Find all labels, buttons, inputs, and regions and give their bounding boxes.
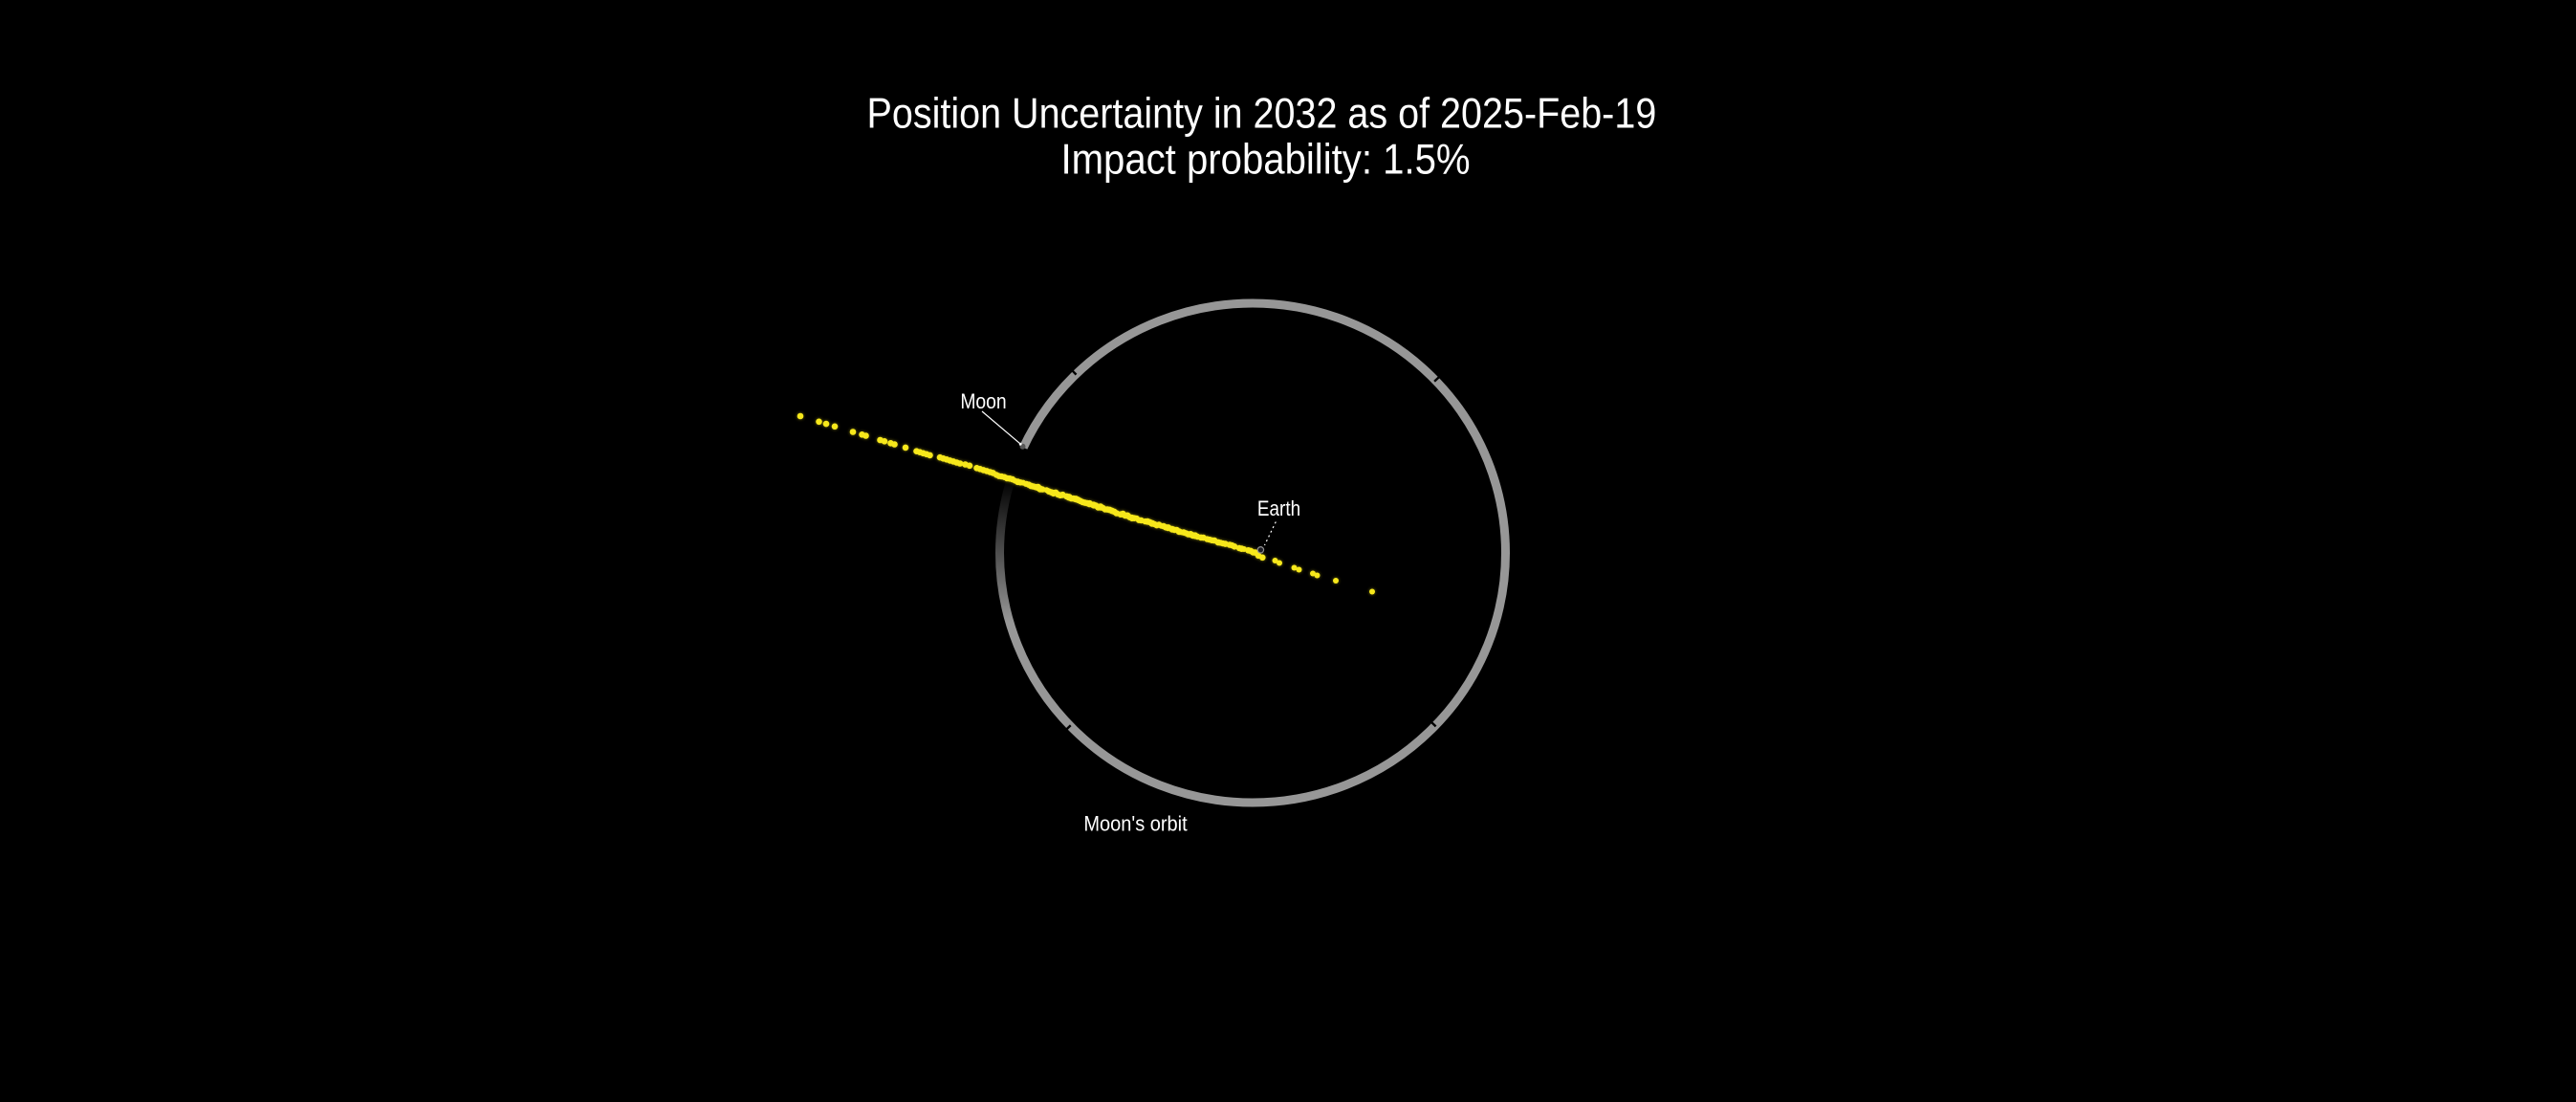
svg-text:Earth: Earth xyxy=(1257,497,1300,521)
svg-text:Position Uncertainty in 2032 a: Position Uncertainty in 2032 as of 2025-… xyxy=(866,89,1656,137)
svg-text:Impact probability: 1.5%: Impact probability: 1.5% xyxy=(1060,136,1470,183)
svg-text:Moon: Moon xyxy=(960,390,1006,414)
svg-text:Moon's orbit: Moon's orbit xyxy=(1083,811,1187,835)
